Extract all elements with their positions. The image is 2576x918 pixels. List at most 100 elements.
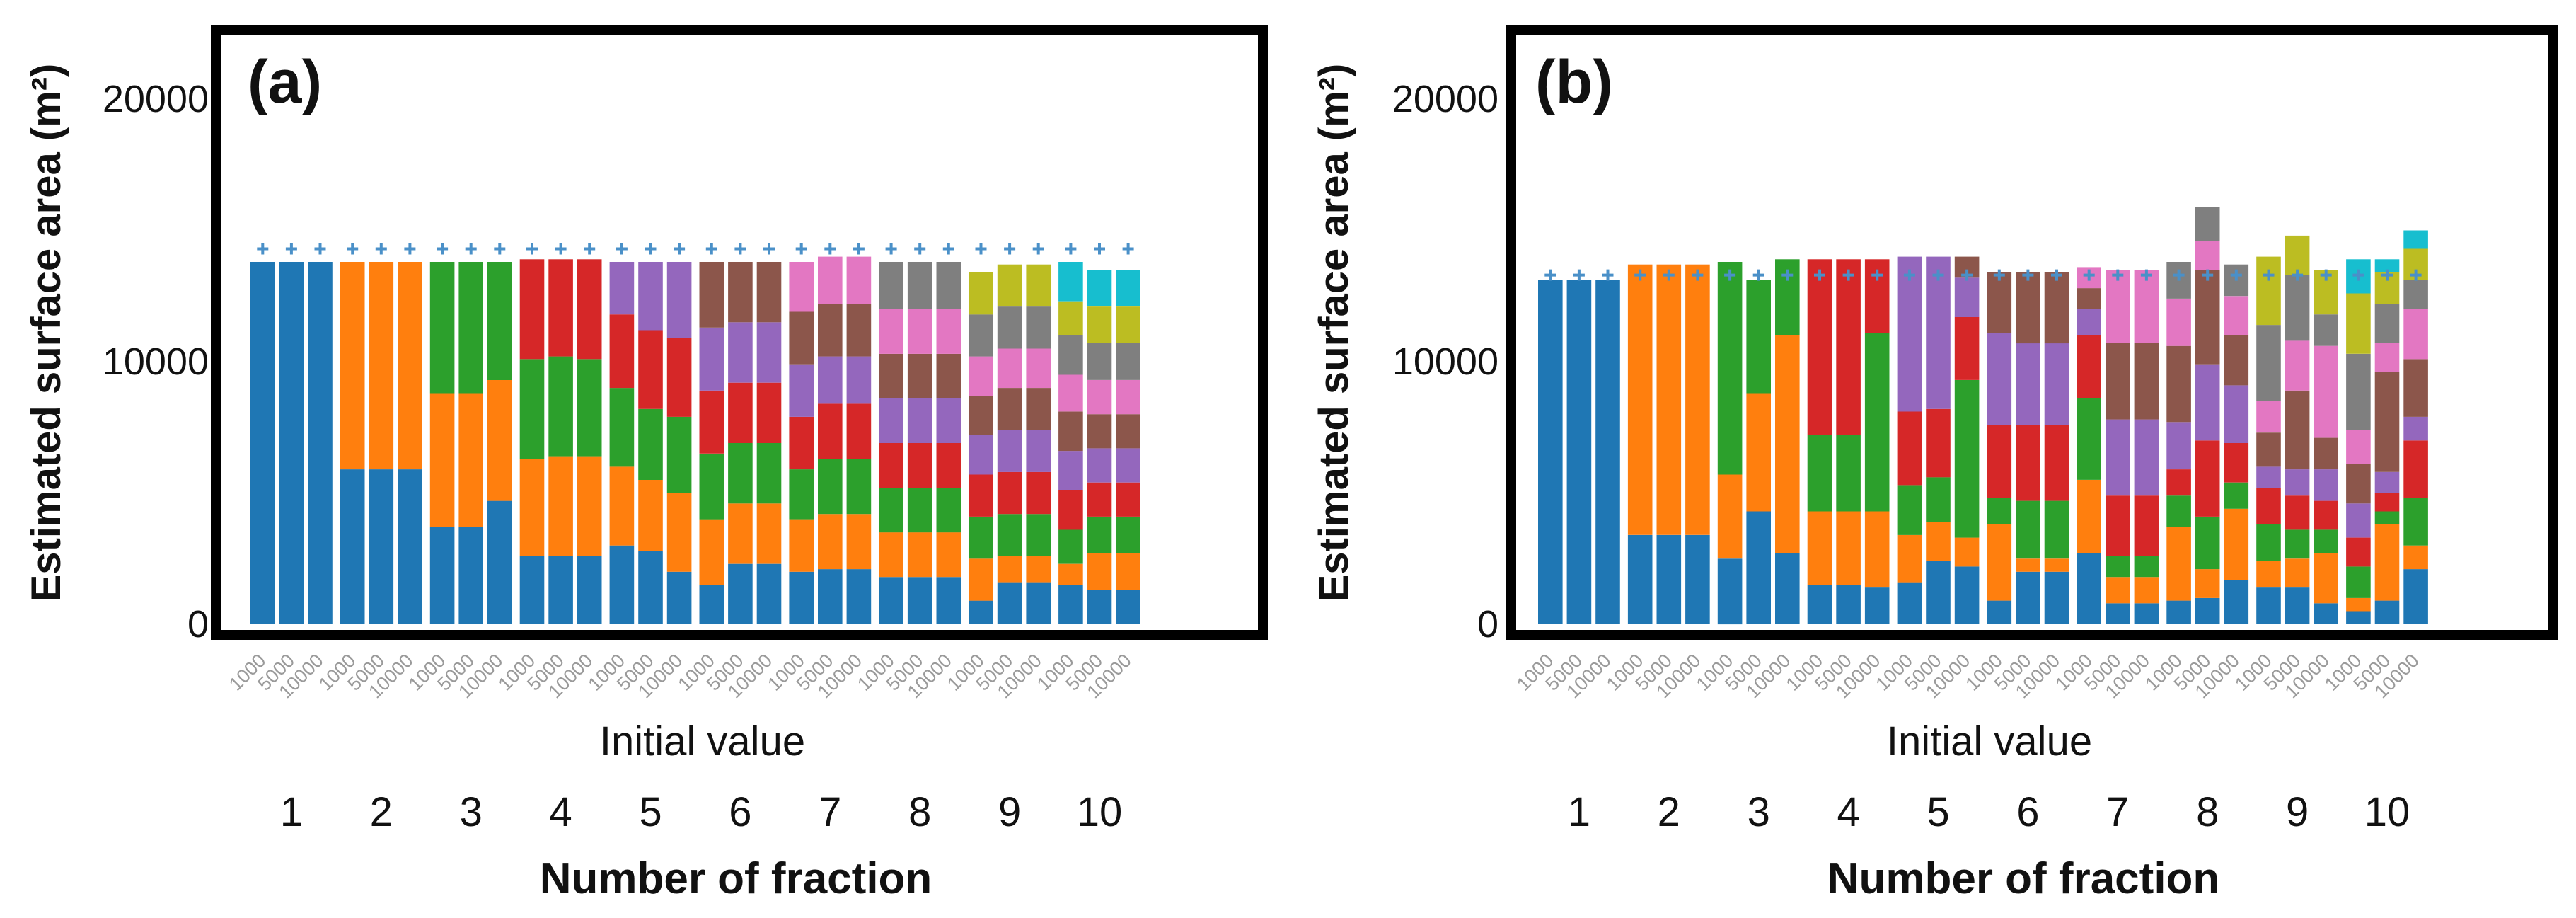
bar-segment — [1836, 435, 1861, 512]
bar-segment — [879, 398, 903, 443]
bar-segment — [1058, 262, 1083, 302]
bar-segment — [1087, 448, 1112, 483]
bar-segment — [2166, 299, 2191, 346]
bar-segment — [2314, 603, 2338, 624]
reference-marker — [2230, 269, 2242, 281]
fraction-label: 6 — [729, 789, 751, 835]
bar-segment — [1954, 277, 1980, 317]
bar-segment — [2314, 314, 2338, 346]
bar-segment — [879, 443, 903, 488]
bar-segment — [1807, 259, 1832, 435]
bar-segment — [1087, 414, 1112, 449]
bar-segment — [2044, 272, 2069, 344]
bar-segment — [1116, 516, 1140, 553]
bar-segment — [2224, 482, 2249, 509]
bar-segment — [2016, 272, 2040, 344]
bar-segment — [997, 430, 1022, 472]
bar-segment — [250, 262, 275, 624]
bar-segment — [2134, 495, 2159, 556]
bar-segment — [609, 388, 635, 467]
reference-marker — [2202, 269, 2214, 281]
bar-segment — [1987, 524, 2012, 601]
bar-segment — [2374, 600, 2400, 624]
bar-segment — [969, 474, 993, 517]
bar-segment — [2016, 500, 2040, 559]
bar-segment — [969, 396, 993, 435]
fraction-label: 10 — [1077, 789, 1123, 835]
bar-segment — [2346, 430, 2371, 464]
y-tick-label: 20000 — [1392, 78, 1498, 120]
bar-segment — [609, 545, 635, 624]
bar-segment — [2106, 495, 2130, 556]
bar-segment — [638, 480, 663, 551]
fraction-label: 4 — [1837, 789, 1859, 835]
bar-segment — [1656, 264, 1682, 535]
reference-marker — [2292, 269, 2304, 281]
bar-segment — [666, 338, 692, 417]
bar-segment — [2403, 280, 2428, 309]
bar-segment — [1116, 343, 1140, 380]
bar-segment — [2403, 569, 2428, 624]
bar-segment — [369, 262, 394, 470]
fraction-label: 8 — [2196, 789, 2219, 835]
bar-segment — [548, 259, 573, 357]
bar-segment — [2106, 419, 2130, 496]
bar-segment — [1087, 380, 1112, 415]
bar-segment — [879, 577, 903, 624]
bar-segment — [2256, 256, 2281, 326]
bar-segment — [2314, 500, 2338, 530]
bar-segment — [1116, 482, 1140, 517]
bar-segment — [1026, 430, 1051, 472]
bar-segment — [728, 382, 753, 443]
bar-segment — [577, 259, 602, 360]
bar-segment — [936, 262, 961, 309]
reference-marker — [645, 243, 657, 255]
bar-segment — [2016, 343, 2040, 425]
bar-segment — [340, 469, 365, 624]
fraction-label: 10 — [2364, 789, 2410, 835]
bar-segment — [2134, 343, 2159, 420]
bar-segment — [1058, 411, 1083, 452]
bar-segment — [1954, 537, 1980, 567]
bar-segment — [818, 403, 843, 459]
bar-segment — [699, 390, 724, 454]
reference-marker — [465, 243, 477, 255]
bar-segment — [969, 600, 993, 624]
bar-segment — [1897, 534, 1922, 583]
bar-segment — [1116, 553, 1140, 590]
bar-segment — [1538, 280, 1563, 624]
bar-segment — [789, 364, 814, 417]
bar-segment — [1116, 448, 1140, 483]
bar-segment — [369, 469, 394, 624]
bar-segment — [997, 388, 1022, 430]
reference-marker — [314, 243, 326, 255]
bar-segment — [1864, 511, 1890, 588]
bar-segment — [818, 459, 843, 515]
bar-segment — [907, 443, 932, 488]
bar-segment — [2374, 372, 2400, 472]
bar-segment — [2285, 340, 2310, 391]
bar-segment — [1836, 511, 1861, 585]
bar-segment — [458, 393, 483, 527]
fraction-labels: 1 2 3 4 5 6 7 8 9 10 — [1568, 789, 2410, 835]
reference-marker — [494, 243, 506, 255]
bar-segment — [2166, 495, 2191, 527]
bar-segment — [699, 262, 724, 328]
bar-segment — [2256, 561, 2281, 588]
bar-segment — [487, 380, 512, 501]
y-tick-label: 10000 — [103, 340, 209, 383]
bar-segment — [728, 443, 753, 504]
reference-marker — [1573, 269, 1585, 281]
bar-segment — [2166, 422, 2191, 470]
bar-segment — [936, 488, 961, 533]
bar-segment — [2134, 603, 2159, 624]
bar-segment — [1116, 414, 1140, 449]
bar-segment — [2224, 335, 2249, 386]
bar-segment — [2346, 566, 2371, 598]
bar-segment — [2256, 432, 2281, 467]
fraction-label: 5 — [1927, 789, 1949, 835]
reference-marker — [1544, 269, 1556, 281]
bar-segment — [728, 503, 753, 564]
reference-marker — [2173, 269, 2185, 281]
